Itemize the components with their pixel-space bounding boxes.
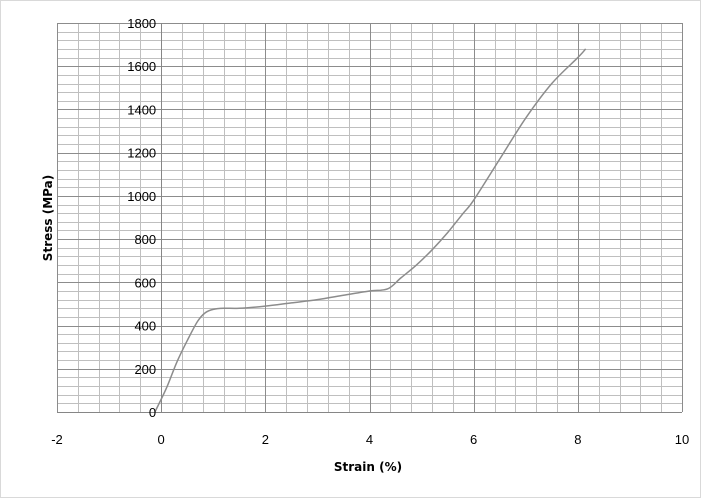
minor-gridlines: [57, 23, 683, 413]
x-tick-label: 6: [470, 432, 477, 447]
y-tick-label: 600: [134, 275, 156, 290]
x-tick-label: 0: [158, 432, 165, 447]
x-tick-label: 10: [675, 432, 689, 447]
y-tick-label: 400: [134, 319, 156, 334]
x-tick-label: 2: [262, 432, 269, 447]
y-axis-title: Stress (MPa): [41, 175, 55, 261]
y-tick-label: 1200: [127, 146, 156, 161]
y-tick-label: 800: [134, 232, 156, 247]
x-tick-label: 8: [574, 432, 581, 447]
y-tick-label: 1400: [127, 102, 156, 117]
y-tick-label: 1800: [127, 16, 156, 31]
y-tick-label: 1000: [127, 189, 156, 204]
series-line-0: [154, 48, 587, 413]
x-tick-label: 4: [366, 432, 373, 447]
y-tick-label: 200: [134, 362, 156, 377]
x-tick-labels: -2 0 2 4 6 8 10: [51, 432, 689, 447]
axes: [57, 23, 682, 413]
y-tick-label: 1600: [127, 59, 156, 74]
y-tick-label: 0: [149, 405, 156, 420]
series-layer: [154, 48, 587, 413]
major-gridlines: [57, 23, 683, 413]
x-axis-title: Strain (%): [334, 460, 402, 474]
y-tick-labels: 0 200 400 600 800 1000 1200 1400 1600 1800: [127, 16, 156, 420]
x-tick-label: -2: [51, 432, 63, 447]
